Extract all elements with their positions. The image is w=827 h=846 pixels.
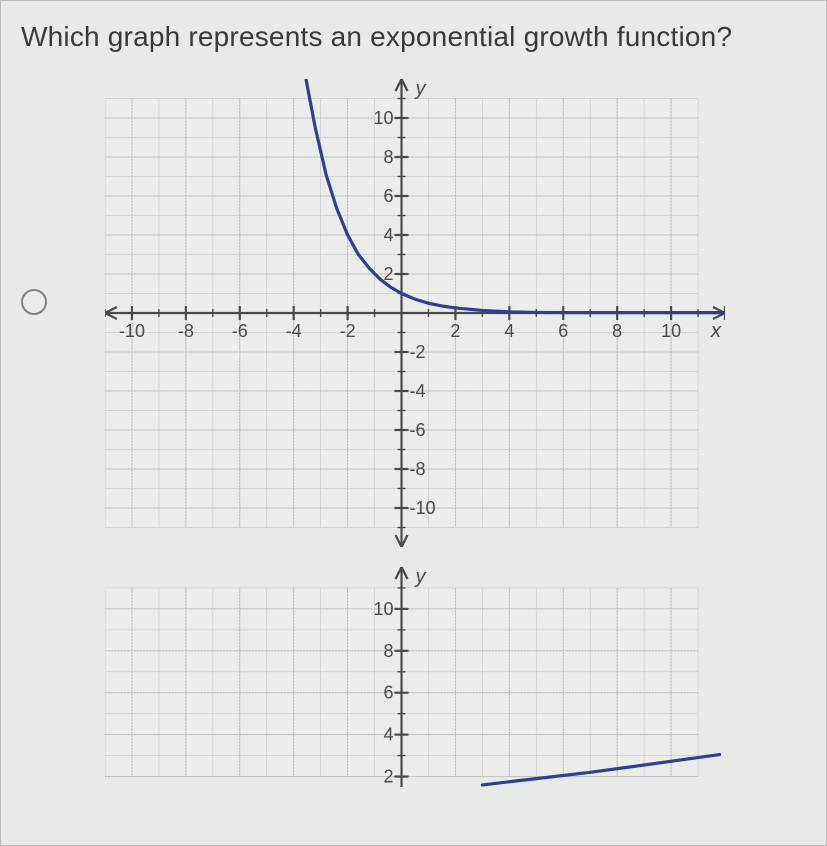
radio-column <box>21 79 77 315</box>
svg-text:-6: -6 <box>410 420 426 440</box>
svg-text:10: 10 <box>373 108 393 128</box>
svg-text:-8: -8 <box>178 321 194 341</box>
chart-1: -10-8-6-4-2246810-10-8-6-4-2246810yx <box>105 79 725 547</box>
svg-text:y: y <box>414 79 427 100</box>
svg-text:4: 4 <box>384 225 394 245</box>
svg-text:-10: -10 <box>119 321 145 341</box>
svg-text:8: 8 <box>384 147 394 167</box>
svg-text:4: 4 <box>384 725 394 745</box>
graphs-column: -10 -8 -6 -4 -2 2 4 6 8 10 -10 -8 -6 -4 -2 2 4 6 8 10 y x 2 4 6… <box>77 79 806 807</box>
svg-text:-4: -4 <box>410 381 426 401</box>
chart-1-wrap: -10-8-6-4-2246810-10-8-6-4-2246810yx <box>105 79 725 547</box>
option-1-radio[interactable] <box>21 289 47 315</box>
svg-text:y: y <box>414 567 427 588</box>
svg-text:-4: -4 <box>286 321 302 341</box>
svg-text:4: 4 <box>504 321 514 341</box>
option-1-row: -10 -8 -6 -4 -2 2 4 6 8 10 -10 -8 -6 -4 -2 2 4 6 8 10 y x 2 4 6… <box>21 79 806 807</box>
svg-text:-6: -6 <box>232 321 248 341</box>
svg-text:8: 8 <box>384 641 394 661</box>
chart-2: 2 4 6 8 10 y <box>105 567 725 787</box>
svg-text:6: 6 <box>384 683 394 703</box>
svg-text:2: 2 <box>384 767 394 787</box>
svg-text:-2: -2 <box>340 321 356 341</box>
svg-text:x: x <box>710 320 722 342</box>
svg-text:6: 6 <box>558 321 568 341</box>
svg-text:6: 6 <box>384 186 394 206</box>
svg-text:-10: -10 <box>410 498 436 518</box>
chart-2-wrap: 2 4 6 8 10 y <box>105 567 725 787</box>
svg-text:-2: -2 <box>410 342 426 362</box>
svg-text:10: 10 <box>373 599 393 619</box>
svg-text:-8: -8 <box>410 459 426 479</box>
worksheet-paper: Which graph represents an exponential gr… <box>0 0 827 846</box>
svg-text:2: 2 <box>450 321 460 341</box>
question-text: Which graph represents an exponential gr… <box>21 21 806 53</box>
svg-text:10: 10 <box>661 321 681 341</box>
svg-text:8: 8 <box>612 321 622 341</box>
